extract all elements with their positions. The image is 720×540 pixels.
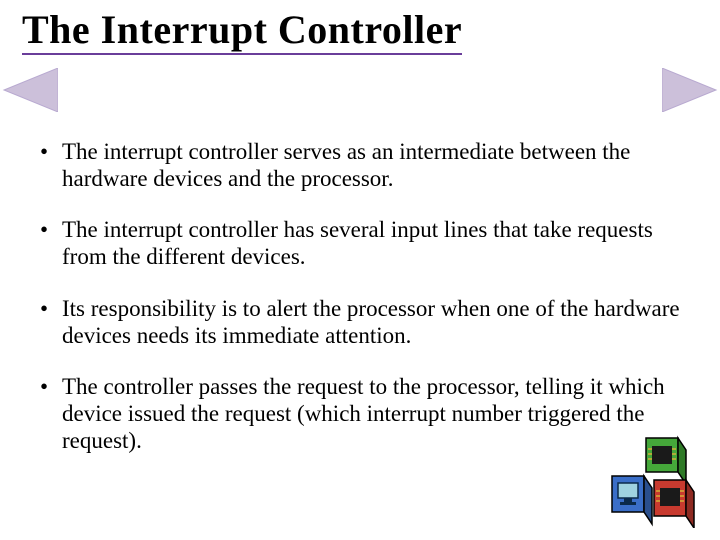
title-text: The Interrupt Controller: [22, 6, 462, 55]
slide-title: The Interrupt Controller: [22, 6, 462, 55]
next-arrow-icon[interactable]: [662, 68, 720, 112]
bullet-item: Its responsibility is to alert the proce…: [40, 295, 680, 349]
bullet-item: The controller passes the request to the…: [40, 373, 680, 454]
bullet-item: The interrupt controller serves as an in…: [40, 138, 680, 192]
blocks-decoration-icon: [598, 428, 708, 528]
bullet-item: The interrupt controller has several inp…: [40, 216, 680, 270]
bullet-list: The interrupt controller serves as an in…: [40, 138, 680, 478]
prev-arrow-icon[interactable]: [0, 68, 58, 112]
